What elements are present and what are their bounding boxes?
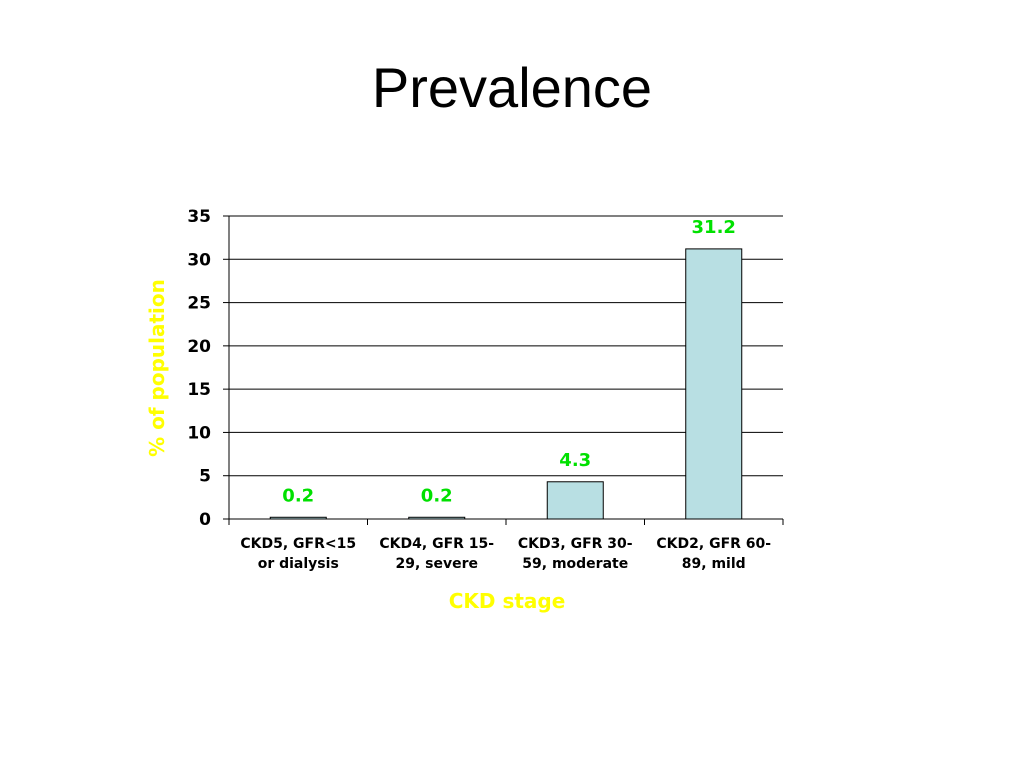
category-label: CKD4, GFR 15- bbox=[379, 536, 494, 552]
y-tick-label: 15 bbox=[187, 380, 211, 400]
data-label: 0.2 bbox=[421, 485, 453, 506]
data-label: 4.3 bbox=[559, 450, 591, 471]
y-tick-label: 35 bbox=[187, 207, 211, 227]
data-label: 0.2 bbox=[282, 485, 314, 506]
y-axis-title: % of population bbox=[145, 279, 169, 457]
category-label: 89, mild bbox=[682, 556, 746, 572]
y-tick-label: 20 bbox=[187, 337, 211, 357]
y-tick-label: 5 bbox=[199, 467, 211, 487]
category-label: CKD5, GFR<15 bbox=[240, 536, 356, 552]
category-label: CKD2, GFR 60- bbox=[656, 536, 771, 552]
y-tick-label: 0 bbox=[199, 510, 211, 530]
y-tick-label: 10 bbox=[187, 423, 211, 443]
category-label: or dialysis bbox=[258, 556, 339, 572]
data-label: 31.2 bbox=[692, 217, 736, 238]
category-label: 29, severe bbox=[395, 556, 478, 572]
axes bbox=[223, 215, 784, 525]
y-tick-label: 30 bbox=[187, 250, 211, 270]
labels: 0 5 10 15 20 25 30 35 0.2 CKD5, GFR<15 or dialysis… bbox=[187, 207, 771, 572]
bar bbox=[546, 481, 604, 520]
slide-title: Prevalence bbox=[371, 56, 653, 119]
category-label: CKD3, GFR 30- bbox=[518, 536, 633, 552]
category-label: 59, moderate bbox=[522, 556, 628, 572]
y-tick-label: 25 bbox=[187, 294, 211, 314]
bar bbox=[685, 248, 743, 520]
x-axis-title: CKD stage bbox=[449, 589, 566, 613]
bars bbox=[269, 248, 743, 520]
